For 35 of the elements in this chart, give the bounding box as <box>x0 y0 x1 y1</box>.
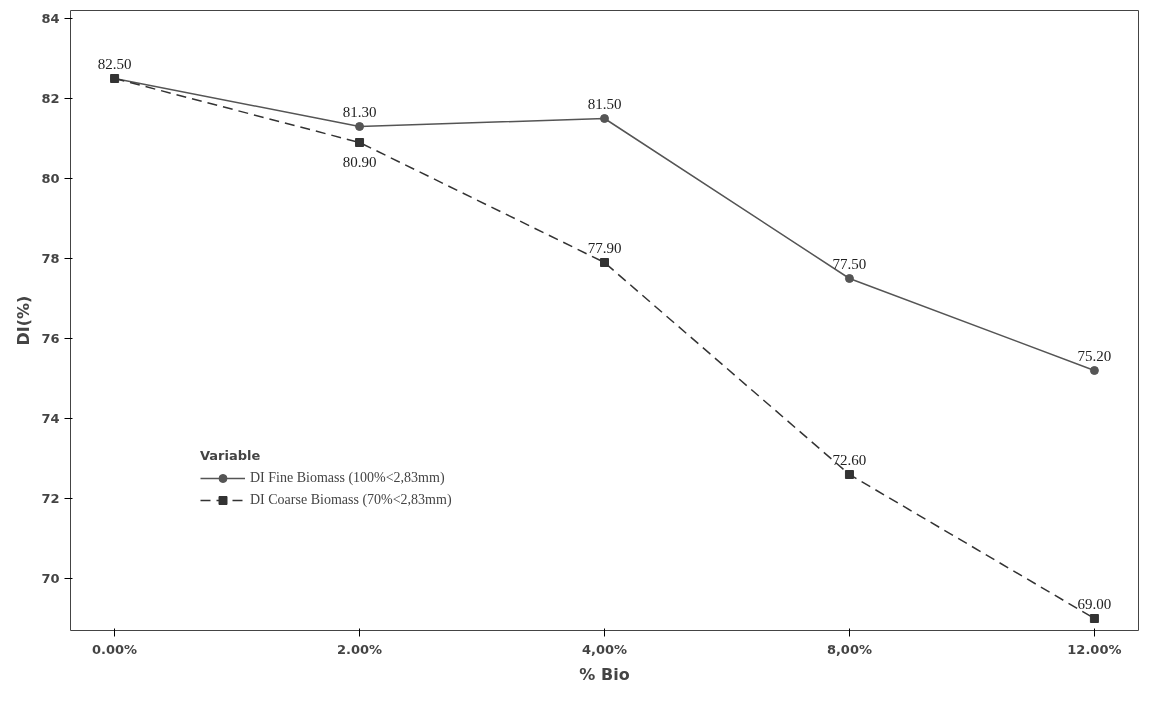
x-tick-label: 0.00% <box>92 641 138 657</box>
x-tick-label: 8,00% <box>826 641 873 657</box>
x-tick-label: 4,00% <box>581 641 628 657</box>
point <box>355 138 365 147</box>
data-label: 81.30 <box>342 103 377 120</box>
data-label: 77.50 <box>832 255 867 272</box>
legend-label: DI Fine Biomass (100%<2,83mm) <box>250 470 445 486</box>
point <box>844 470 854 479</box>
data-label: 75.20 <box>1077 347 1112 364</box>
y-tick-label: 84 <box>41 11 60 26</box>
x-tick-label: 2.00% <box>337 641 383 657</box>
y-tick-label: 78 <box>41 251 60 266</box>
data-label: 81.50 <box>587 95 622 112</box>
y-tick-label: 74 <box>41 411 60 426</box>
data-label: 72.60 <box>832 451 867 468</box>
data-label: 77.90 <box>587 239 622 256</box>
point <box>1089 366 1099 375</box>
y-tick-label: 72 <box>41 491 60 506</box>
x-tick-label: 12.00% <box>1067 641 1122 657</box>
data-label: 80.90 <box>342 153 377 170</box>
x-axis-title: % Bio <box>579 664 630 684</box>
point <box>355 122 365 131</box>
point <box>1089 614 1099 623</box>
point <box>600 114 609 123</box>
point <box>844 274 854 283</box>
data-label: 82.50 <box>97 55 132 72</box>
y-tick-label: 76 <box>41 331 60 346</box>
y-axis-title: DI(%) <box>14 295 34 346</box>
data-label: 69.00 <box>1077 595 1112 612</box>
y-tick-label: 80 <box>41 171 60 186</box>
y-tick-label: 70 <box>41 571 60 586</box>
legend-label: DI Coarse Biomass (70%<2,83mm) <box>250 492 452 508</box>
legend-title: Variable <box>200 448 262 463</box>
point <box>600 258 609 267</box>
y-tick-label: 82 <box>41 91 60 106</box>
